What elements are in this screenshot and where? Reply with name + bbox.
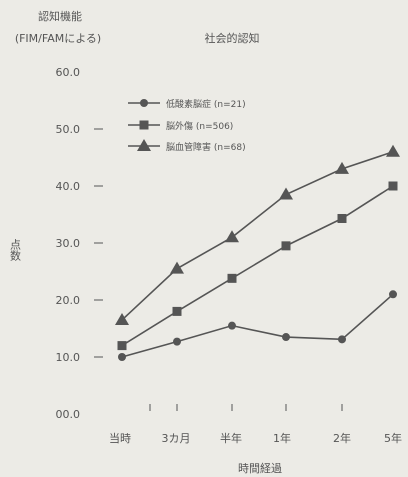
- x-tick-label: 当時: [109, 431, 131, 445]
- data-point: [173, 337, 181, 346]
- series-circle: [118, 290, 397, 361]
- y-tick-label: 00.0: [56, 408, 81, 421]
- x-tick-label: 2年: [333, 431, 351, 445]
- legend-marker: [140, 99, 148, 107]
- data-point: [170, 261, 184, 274]
- series-line: [121, 151, 394, 321]
- chart-title: 社会的認知: [205, 31, 260, 45]
- legend-label: 脳血管障害 (n=68): [166, 141, 246, 153]
- data-point: [282, 333, 290, 342]
- data-point: [172, 306, 182, 316]
- x-tick-label: 3カ月: [162, 432, 191, 445]
- data-point: [115, 312, 129, 325]
- y-tick-label: 50.0: [56, 123, 81, 136]
- data-point: [338, 335, 346, 344]
- y-axis-sub-label: (FIM/FAMによる): [15, 32, 101, 45]
- data-point: [337, 213, 347, 223]
- x-tick-label: 5年: [384, 431, 402, 445]
- data-point: [335, 161, 349, 174]
- data-point: [281, 241, 291, 251]
- data-point: [228, 321, 236, 330]
- y-tick-label: 20.0: [56, 294, 81, 307]
- series-line: [121, 293, 394, 358]
- data-point: [279, 187, 293, 200]
- y-tick-label: 40.0: [56, 180, 81, 193]
- y-tick-label: 60.0: [56, 66, 81, 79]
- legend-label: 脳外傷 (n=506): [166, 120, 233, 132]
- data-point: [118, 353, 126, 361]
- y-tick-label: 10.0: [56, 351, 81, 364]
- x-axis-label: 時間経過: [238, 462, 282, 475]
- data-point: [388, 181, 398, 191]
- y-axis-side-label: 点数: [9, 239, 22, 262]
- y-axis-top-label: 認知機能: [38, 9, 82, 23]
- legend-marker: [137, 139, 151, 151]
- series-line: [121, 185, 394, 347]
- data-point: [225, 230, 239, 243]
- legend-label: 低酸素脳症 (n=21): [166, 98, 246, 110]
- series-triangle: [115, 144, 400, 325]
- data-point: [389, 290, 397, 299]
- x-tick-label: 半年: [220, 431, 242, 445]
- series-square: [117, 181, 398, 351]
- data-point: [227, 273, 237, 283]
- y-tick-label: 30.0: [56, 237, 81, 250]
- x-tick-label: 1年: [273, 431, 291, 445]
- data-point: [386, 144, 400, 157]
- legend-marker: [139, 120, 149, 130]
- data-point: [117, 341, 127, 351]
